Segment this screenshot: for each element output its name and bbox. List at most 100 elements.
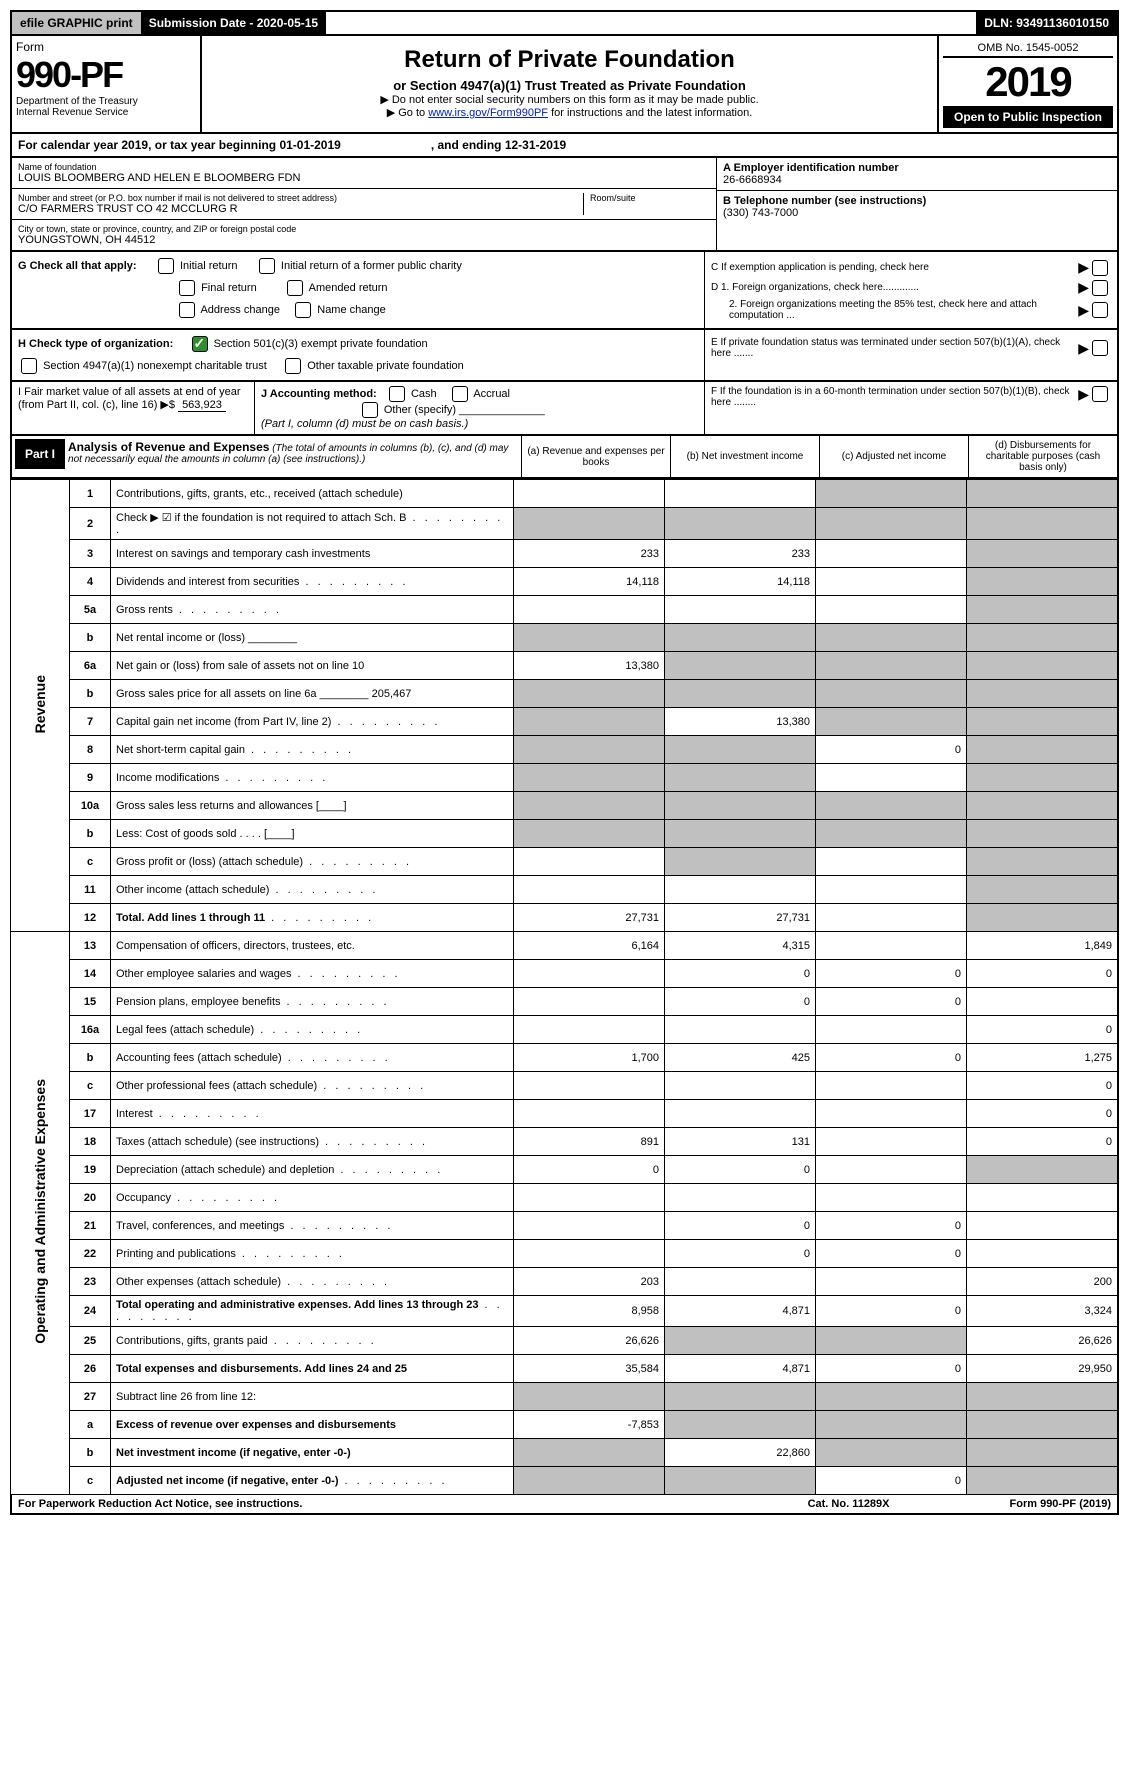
table-row: 5aGross rents	[11, 596, 1119, 624]
line-number: 21	[70, 1212, 111, 1240]
line-number: 27	[70, 1383, 111, 1411]
line-desc: Total. Add lines 1 through 11	[111, 904, 514, 932]
h-label: H Check type of organization:	[18, 338, 173, 350]
table-row: bNet investment income (if negative, ent…	[11, 1439, 1119, 1467]
table-row: 14Other employee salaries and wages000	[11, 960, 1119, 988]
check-d2[interactable]	[1092, 302, 1108, 318]
footer: For Paperwork Reduction Act Notice, see …	[10, 1495, 1119, 1515]
fmv-value: 563,923	[178, 399, 226, 412]
check-other-tax[interactable]	[285, 358, 301, 374]
table-row: 11Other income (attach schedule)	[11, 876, 1119, 904]
line-number: b	[70, 624, 111, 652]
efile-label: efile GRAPHIC print	[12, 12, 141, 34]
table-row: bNet rental income or (loss) ________	[11, 624, 1119, 652]
line-desc: Occupancy	[111, 1184, 514, 1212]
ij-section: I Fair market value of all assets at end…	[10, 382, 1119, 436]
address: C/O FARMERS TRUST CO 42 MCCLURG R	[18, 203, 583, 215]
form-label: Form	[16, 40, 196, 54]
check-d1[interactable]	[1092, 280, 1108, 296]
col-b: (b) Net investment income	[670, 436, 819, 477]
check-address[interactable]	[179, 302, 195, 318]
table-row: 3Interest on savings and temporary cash …	[11, 540, 1119, 568]
footer-right: Form 990-PF (2019)	[1010, 1498, 1111, 1510]
city: YOUNGSTOWN, OH 44512	[18, 234, 710, 246]
check-accrual[interactable]	[452, 386, 468, 402]
line-desc: Subtract line 26 from line 12:	[111, 1383, 514, 1411]
line-desc: Adjusted net income (if negative, enter …	[111, 1467, 514, 1495]
table-row: 7Capital gain net income (from Part IV, …	[11, 708, 1119, 736]
submission-date: Submission Date - 2020-05-15	[141, 12, 326, 34]
table-row: 25Contributions, gifts, grants paid26,62…	[11, 1327, 1119, 1355]
line-number: c	[70, 1467, 111, 1495]
line-number: b	[70, 1439, 111, 1467]
line-desc: Gross sales price for all assets on line…	[111, 680, 514, 708]
revenue-expenses-table: Revenue1Contributions, gifts, grants, et…	[10, 479, 1119, 1495]
check-initial-former[interactable]	[259, 258, 275, 274]
line-number: 14	[70, 960, 111, 988]
j-label: J Accounting method:	[261, 388, 377, 400]
line-number: 17	[70, 1100, 111, 1128]
col-c: (c) Adjusted net income	[819, 436, 968, 477]
table-row: 27Subtract line 26 from line 12:	[11, 1383, 1119, 1411]
line-desc: Depreciation (attach schedule) and deple…	[111, 1156, 514, 1184]
foundation-name: LOUIS BLOOMBERG AND HELEN E BLOOMBERG FD…	[18, 172, 710, 184]
table-row: 24Total operating and administrative exp…	[11, 1296, 1119, 1327]
line-desc: Other expenses (attach schedule)	[111, 1268, 514, 1296]
top-bar: efile GRAPHIC print Submission Date - 20…	[10, 10, 1119, 36]
line-desc: Less: Cost of goods sold . . . . [____]	[111, 820, 514, 848]
line-number: 4	[70, 568, 111, 596]
section-expenses: Operating and Administrative Expenses	[11, 932, 70, 1495]
check-cash[interactable]	[389, 386, 405, 402]
check-f[interactable]	[1092, 386, 1108, 402]
check-501c3[interactable]	[192, 336, 208, 352]
line-desc: Dividends and interest from securities	[111, 568, 514, 596]
footer-left: For Paperwork Reduction Act Notice, see …	[18, 1498, 808, 1510]
line-number: 11	[70, 876, 111, 904]
table-row: 2Check ▶ ☑ if the foundation is not requ…	[11, 508, 1119, 540]
part1-title: Analysis of Revenue and Expenses	[68, 440, 269, 454]
line-number: 16a	[70, 1016, 111, 1044]
table-row: bGross sales price for all assets on lin…	[11, 680, 1119, 708]
instructions-link[interactable]: www.irs.gov/Form990PF	[428, 107, 548, 119]
line-number: 20	[70, 1184, 111, 1212]
line-number: c	[70, 1072, 111, 1100]
line-number: 25	[70, 1327, 111, 1355]
table-row: 12Total. Add lines 1 through 1127,73127,…	[11, 904, 1119, 932]
ein-label: A Employer identification number	[723, 162, 899, 174]
check-e[interactable]	[1092, 340, 1108, 356]
line-number: b	[70, 680, 111, 708]
check-c[interactable]	[1092, 260, 1108, 276]
line-number: 19	[70, 1156, 111, 1184]
check-initial[interactable]	[158, 258, 174, 274]
line-desc: Net rental income or (loss) ________	[111, 624, 514, 652]
name-label: Name of foundation	[18, 162, 710, 172]
table-row: 10aGross sales less returns and allowanc…	[11, 792, 1119, 820]
col-d: (d) Disbursements for charitable purpose…	[968, 436, 1117, 477]
check-name[interactable]	[295, 302, 311, 318]
line-desc: Interest	[111, 1100, 514, 1128]
line-desc: Gross profit or (loss) (attach schedule)	[111, 848, 514, 876]
table-row: 4Dividends and interest from securities1…	[11, 568, 1119, 596]
table-row: 6aNet gain or (loss) from sale of assets…	[11, 652, 1119, 680]
ident-block: Name of foundation LOUIS BLOOMBERG AND H…	[10, 158, 1119, 252]
check-final[interactable]	[179, 280, 195, 296]
line-number: a	[70, 1411, 111, 1439]
line-desc: Net gain or (loss) from sale of assets n…	[111, 652, 514, 680]
line-number: 12	[70, 904, 111, 932]
omb: OMB No. 1545-0052	[943, 40, 1113, 58]
check-amended[interactable]	[287, 280, 303, 296]
line-number: b	[70, 1044, 111, 1072]
note-1: ▶ Do not enter social security numbers o…	[208, 93, 931, 106]
line-desc: Other employee salaries and wages	[111, 960, 514, 988]
telephone: (330) 743-7000	[723, 207, 798, 219]
table-row: 26Total expenses and disbursements. Add …	[11, 1355, 1119, 1383]
part1-header: Part I Analysis of Revenue and Expenses …	[10, 436, 1119, 479]
form-number: 990-PF	[16, 54, 196, 96]
line-desc: Accounting fees (attach schedule)	[111, 1044, 514, 1072]
check-other-acc[interactable]	[362, 402, 378, 418]
footer-mid: Cat. No. 11289X	[808, 1498, 890, 1510]
table-row: cGross profit or (loss) (attach schedule…	[11, 848, 1119, 876]
line-number: c	[70, 848, 111, 876]
check-4947[interactable]	[21, 358, 37, 374]
open-public: Open to Public Inspection	[943, 106, 1113, 128]
